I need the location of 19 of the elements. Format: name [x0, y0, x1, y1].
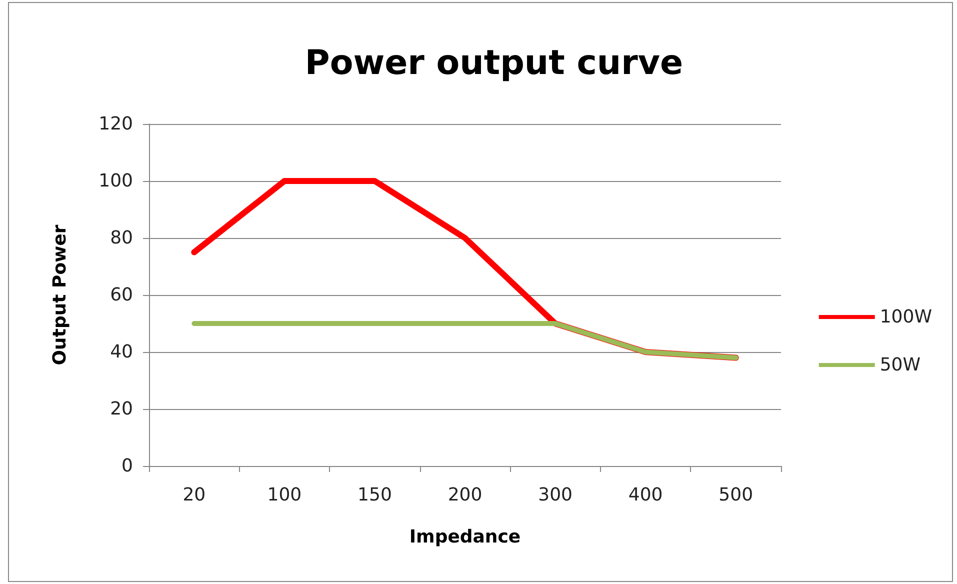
- x-tick-label: 200: [448, 484, 482, 506]
- x-axis-title: Impedance: [409, 526, 521, 548]
- x-tick-label: 150: [358, 484, 392, 506]
- chart-title: Power output curve: [304, 43, 684, 83]
- y-tick-label: 100: [98, 170, 133, 192]
- x-tick-label: 100: [267, 484, 302, 506]
- y-tick-label: 80: [110, 228, 133, 248]
- x-tick-label: 500: [718, 484, 754, 506]
- x-tick-label: 20: [182, 484, 206, 506]
- legend-label: 50W: [880, 354, 921, 376]
- y-tick-label: 40: [110, 342, 133, 362]
- y-tick-label: 120: [98, 114, 133, 134]
- x-tick-label: 400: [628, 484, 663, 506]
- y-tick-label: 60: [110, 284, 133, 306]
- x-tick-label: 300: [538, 484, 572, 506]
- y-axis-title: Output Power: [50, 224, 70, 366]
- y-tick-label: 20: [110, 398, 133, 420]
- y-tick-label: 0: [122, 456, 133, 476]
- legend-label: 100W: [880, 306, 932, 328]
